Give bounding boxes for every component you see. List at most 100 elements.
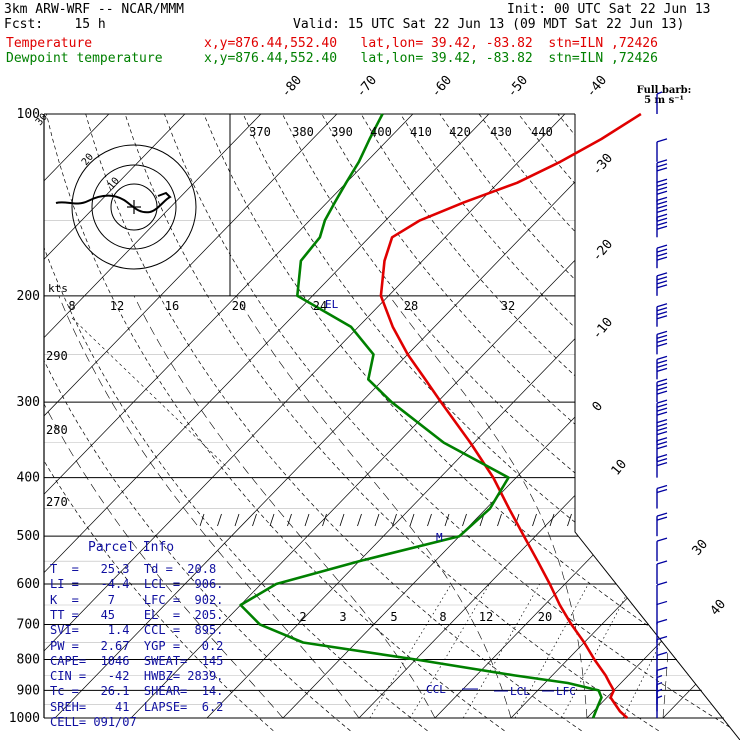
mixing-ratio-line	[409, 583, 490, 719]
theta-label-left: 270	[46, 495, 68, 509]
dry-adiabat	[282, 114, 740, 732]
parcel-info-row: SVI= 1.4 CCL = 895.	[50, 623, 224, 638]
wind-barb-flag	[656, 190, 668, 195]
hodograph-x-tick-label: 32	[501, 299, 515, 313]
theta-label: 400	[370, 125, 392, 139]
dry-adiabat	[164, 114, 736, 732]
valid-time: Valid: 15 UTC Sat 22 Jun 13 (09 MDT Sat …	[293, 17, 685, 32]
wind-barb-flag	[656, 512, 668, 517]
lfc-marker: LFC	[556, 685, 576, 698]
wind-barb-half	[656, 674, 663, 679]
wind-barb	[656, 560, 668, 585]
hodograph-trace	[55, 191, 172, 214]
hodograph-x-tick-label: 24	[313, 299, 327, 313]
wind-barb	[656, 674, 663, 698]
wind-barb-flag	[656, 200, 668, 205]
isotherm-label: -60	[429, 73, 456, 101]
hodograph-ring	[91, 164, 177, 250]
isotherm	[510, 114, 740, 719]
wind-barb-key: Full barb: 5 m s⁻¹	[636, 86, 692, 106]
wind-barb-flag	[656, 244, 668, 249]
dry-adiabat	[321, 114, 740, 732]
wind-barb-flag	[656, 411, 668, 416]
mixing-ratio-label: 12	[479, 610, 493, 624]
wind-barb-flag	[656, 315, 668, 320]
dry-adiabat	[439, 114, 740, 732]
dry-adiabat	[44, 114, 351, 732]
rh-tick	[567, 513, 572, 527]
forecast-hour: Fcst: 15 h	[4, 17, 106, 32]
wind-barb-flag	[656, 618, 668, 624]
wind-barb-flag	[656, 217, 668, 222]
moist-adiabat	[133, 295, 436, 719]
parcel-info-row: PW = 2.67 YGP = 0.2	[50, 638, 224, 653]
pressure-tick-label: 1000	[9, 711, 40, 726]
sounding-series	[239, 112, 642, 719]
moist-adiabat	[615, 295, 672, 719]
rh-tick	[322, 513, 327, 527]
wind-barb-flag	[656, 581, 668, 586]
wind-barb-flag	[656, 355, 668, 360]
ccl-marker: CCL	[426, 683, 446, 696]
temperature-legend: Temperature	[6, 36, 93, 51]
wind-barb-flag	[656, 651, 668, 656]
dewpoint-legend: Dewpoint temperature	[6, 51, 163, 66]
mixing-ratio-label: 2	[299, 610, 306, 624]
theta-label: 410	[410, 125, 432, 139]
parcel-info-row: CAPE= 1046 SWEAT= 145	[50, 653, 224, 668]
isotherm-label: 10	[609, 457, 631, 479]
theta-label: 370	[249, 125, 271, 139]
wind-barb-flag	[656, 208, 668, 213]
wind-barb-flag	[656, 303, 668, 308]
theta-label: 440	[531, 125, 553, 139]
isotherm	[586, 114, 740, 719]
wind-barb-flag	[656, 430, 668, 436]
hodograph-ring	[71, 144, 197, 270]
mixing-ratio-line	[462, 583, 540, 719]
rh-tick	[287, 513, 292, 527]
wind-barb-flag	[656, 272, 668, 277]
wind-barb-flag	[656, 403, 668, 408]
wind-barb	[656, 355, 668, 380]
hodograph-ring-label: 20	[80, 152, 96, 168]
parcel-info-row: CIN = -42 HWBZ= 2839.	[50, 669, 224, 684]
moist-adiabat	[44, 295, 284, 719]
wind-barb-flag	[656, 182, 668, 187]
wind-barb	[656, 330, 668, 355]
wind-barb-flag	[656, 221, 668, 226]
wind-barb-flag	[656, 342, 668, 347]
theta-label-left: 290	[46, 349, 68, 363]
hodograph-x-tick-label: 8	[68, 299, 75, 313]
dry-adiabat	[596, 114, 740, 732]
wind-barb-flag	[656, 163, 668, 168]
theta-label-left: 280	[46, 423, 68, 437]
wind-barb-half	[656, 688, 663, 692]
isotherm-label: -50	[505, 73, 532, 101]
wind-barb	[656, 695, 663, 718]
wind-barb	[656, 399, 668, 424]
wind-barb-flag	[656, 458, 668, 463]
el-marker: EL	[325, 298, 339, 311]
wind-barb-flag	[656, 311, 668, 316]
wind-barb-flag	[656, 635, 668, 641]
rh-tick	[304, 513, 310, 527]
parcel-info-row: T = 25.3 Td = 20.8	[50, 562, 217, 576]
rh-tick	[532, 513, 537, 527]
wind-barb	[656, 600, 668, 625]
pressure-tick-label: 500	[17, 529, 40, 544]
mixing-ratio-line	[514, 583, 589, 719]
wind-barb	[656, 244, 668, 269]
isotherm	[54, 114, 642, 719]
hodograph-x-tick-label: 20	[232, 299, 246, 313]
isotherm	[662, 114, 740, 719]
wind-barb-flag	[656, 445, 668, 450]
hodograph	[55, 144, 197, 270]
wind-barb	[656, 213, 668, 238]
pressure-tick-label: 400	[17, 471, 40, 486]
moist-adiabat	[389, 295, 588, 719]
dry-adiabat	[714, 114, 740, 732]
wind-barb-flag	[656, 386, 668, 391]
theta-label: 380	[292, 125, 314, 139]
wind-barb-flag	[656, 437, 668, 442]
isotherm	[44, 114, 338, 719]
